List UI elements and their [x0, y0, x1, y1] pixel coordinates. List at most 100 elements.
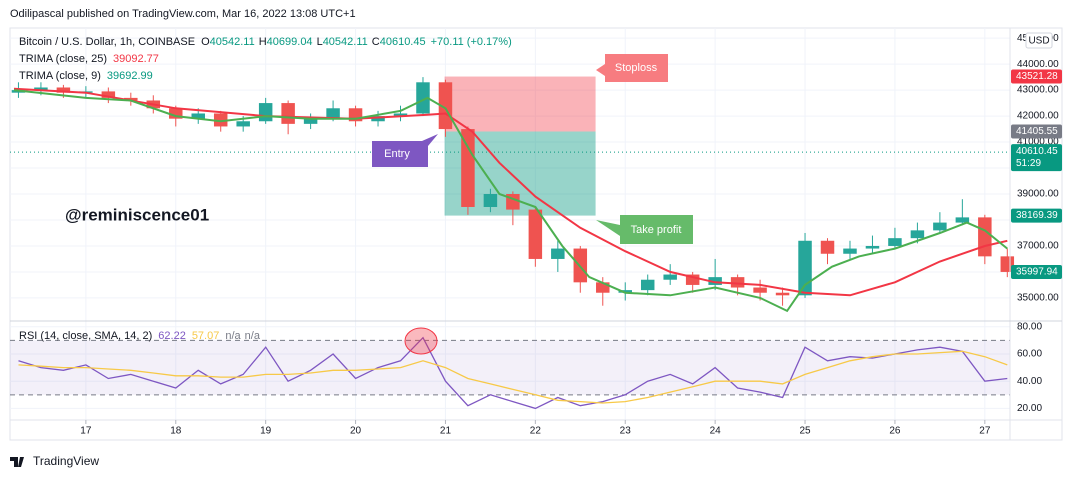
stop-callout: Stoploss [596, 54, 668, 82]
x-tick-label: 18 [170, 426, 182, 437]
candle-body [618, 290, 632, 293]
candle-body [820, 240, 835, 254]
candle-body [191, 113, 205, 119]
rsi-readout: n/a [245, 330, 261, 342]
chart-frame [9, 27, 1063, 441]
candle-body [663, 274, 677, 280]
candle-body [34, 87, 48, 91]
candle-body [236, 121, 250, 127]
callout-text: Entry [384, 148, 410, 160]
candle-body [910, 230, 925, 239]
candle-body [955, 217, 970, 223]
y-tick-label: 42000.00 [1017, 111, 1059, 122]
x-tick-label: 20 [350, 426, 362, 437]
price-tag [1011, 264, 1062, 279]
candle-body [798, 240, 812, 296]
candle-body [483, 194, 498, 207]
price-tag-label: 35997.94 [1016, 267, 1058, 278]
ohlc-key: H [259, 36, 267, 48]
x-tick-label: 21 [440, 426, 452, 437]
price-tag-label: 38169.39 [1016, 210, 1058, 221]
candle-body [124, 97, 138, 101]
candle-body [528, 209, 543, 259]
candle-body [416, 82, 430, 114]
target-callout: Take profit [596, 215, 693, 244]
countdown: 51:29 [1016, 158, 1041, 169]
watermark: @reminiscence01 [65, 205, 209, 224]
x-tick-label: 19 [260, 426, 272, 437]
candle-body [281, 103, 295, 124]
y-tick-label: 35000.00 [1017, 293, 1059, 304]
callout-box [596, 215, 693, 244]
ohlc-value: 40610.45 [380, 36, 426, 48]
indicator-line [13, 89, 1008, 313]
candle-body [371, 116, 385, 122]
candle-body [685, 274, 700, 285]
change: +70.11 (+0.17%) [431, 36, 512, 48]
candle-body [461, 129, 475, 207]
symbol: Bitcoin / U.S. Dollar, 1h, COINBASE [19, 36, 195, 48]
rsi-line [18, 350, 1008, 404]
indicator-value: 39092.77 [113, 53, 159, 65]
price-tag-label: 41405.55 [1016, 126, 1058, 137]
ohlc-value: 40542.11 [210, 36, 255, 48]
ohlc-value: 40699.04 [267, 36, 313, 48]
indicator-value: 39692.99 [107, 70, 153, 82]
candle-body [438, 82, 453, 130]
rsi-band [10, 340, 1010, 395]
x-tick-label: 25 [799, 426, 811, 437]
price-tag-label: 43521.28 [1016, 71, 1058, 82]
ohlc-key: L [317, 36, 323, 48]
currency-box[interactable] [1025, 32, 1053, 49]
rsi-sma-value: 57.07 [192, 330, 220, 342]
callout-text: Take profit [631, 224, 682, 236]
symbol-legend: Bitcoin / U.S. Dollar, 1h, COINBASE O4054… [19, 36, 512, 48]
x-tick-label: 17 [80, 426, 92, 437]
currency[interactable]: USD [1028, 36, 1049, 47]
y-tick-label: 43000.00 [1017, 85, 1059, 96]
candle-body [596, 282, 610, 293]
candle-body [169, 108, 183, 119]
candle-body [303, 118, 318, 124]
y-tick-label: 40.00 [1017, 376, 1042, 387]
y-tick-label: 37000.00 [1017, 241, 1059, 252]
rsi-legend: RSI (14, close, SMA, 14, 2) 62.22 57.07 n/a… [19, 330, 261, 342]
ohlc-key: O [201, 36, 210, 48]
x-tick-label: 22 [530, 426, 542, 437]
header: Odilipascal published on TradingView.com… [10, 8, 356, 20]
candle-body [775, 292, 790, 296]
y-tick-label: 80.00 [1017, 321, 1042, 332]
callout-box [372, 134, 438, 167]
candle-body [213, 113, 228, 127]
y-tick-label: 44000.00 [1017, 59, 1059, 70]
candle-body [843, 248, 857, 254]
rsi-readout: n/a [225, 330, 241, 342]
y-tick-label: 41000.00 [1017, 137, 1059, 148]
last-price-tag [1011, 144, 1062, 172]
price-tag [1011, 124, 1062, 139]
last-price-label: 40610.45 [1016, 146, 1058, 157]
x-tick-label: 24 [710, 426, 722, 437]
candle-body [551, 248, 565, 259]
rsi-value: 62.22 [158, 330, 186, 342]
indicator-name: TRIMA (close, 25) [19, 53, 107, 65]
stop-zone [444, 76, 596, 132]
y-tick-label: 39000.00 [1017, 189, 1059, 200]
indicator-legend: TRIMA (close, 25) 39092.77 [19, 53, 159, 65]
x-tick-label: 27 [979, 426, 991, 437]
candle-body [393, 113, 408, 117]
indicator-legend: TRIMA (close, 9) 39692.99 [19, 70, 153, 82]
candle-body [753, 287, 767, 293]
rsi-title: RSI (14, close, SMA, 14, 2) [19, 330, 152, 342]
price-tag [1011, 208, 1062, 223]
brand-name: TradingView [33, 454, 99, 468]
y-tick-label: 20.00 [1017, 403, 1042, 414]
x-tick-label: 26 [889, 426, 901, 437]
callout-box [596, 54, 668, 82]
x-tick-label: 23 [620, 426, 632, 437]
entry-callout: Entry [372, 134, 438, 167]
brand-logo [10, 457, 24, 467]
callout-text: Stoploss [615, 62, 658, 74]
candle-body [888, 238, 902, 246]
